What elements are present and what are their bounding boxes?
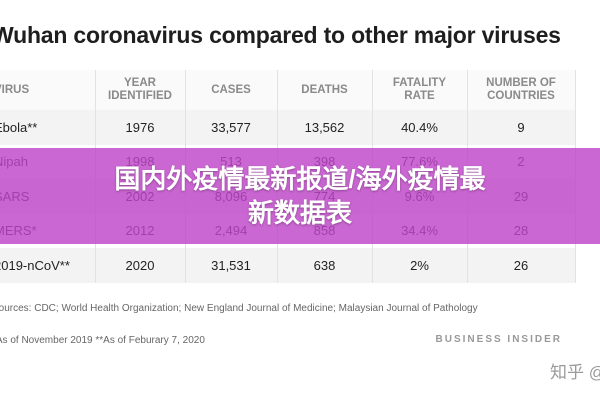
column-header: DEATHS [301, 83, 348, 96]
banner: 国内外疫情最新报道/海外疫情最新数据表 [0, 148, 600, 244]
watermark: 知乎 @ [550, 363, 600, 382]
table-cell: 638 [313, 257, 336, 273]
table-cell: 13,562 [304, 119, 345, 135]
table-cell: 33,577 [211, 119, 251, 135]
virus-name: 2019-nCoV** [0, 257, 70, 273]
column-header: VIRUS [0, 83, 30, 96]
table-cell: 2020 [125, 257, 155, 273]
column-header: FATALITY RATE [392, 77, 447, 102]
column-header: CASES [211, 83, 251, 96]
title: Wuhan coronavirus compared to other majo… [0, 22, 561, 48]
table-cell: 1976 [125, 119, 155, 135]
virus-name: Ebola** [0, 119, 38, 135]
sources: Sources: CDC; World Health Organization;… [0, 303, 478, 314]
column-header: YEAR IDENTIFIED [108, 77, 172, 102]
table-cell: 9 [517, 119, 525, 135]
table-cell: 26 [513, 257, 529, 273]
table-cell: 2% [410, 257, 429, 273]
banner-text: 国内外疫情最新报道/海外疫情最新数据表 [114, 164, 486, 228]
brand: BUSINESS INSIDER [435, 334, 562, 345]
column-header: NUMBER OF COUNTRIES [486, 77, 556, 102]
table-cell: 40.4% [401, 119, 438, 135]
table-cell: 31,531 [211, 257, 251, 273]
note: *As of November 2019 **As of Feburary 7,… [0, 335, 205, 346]
